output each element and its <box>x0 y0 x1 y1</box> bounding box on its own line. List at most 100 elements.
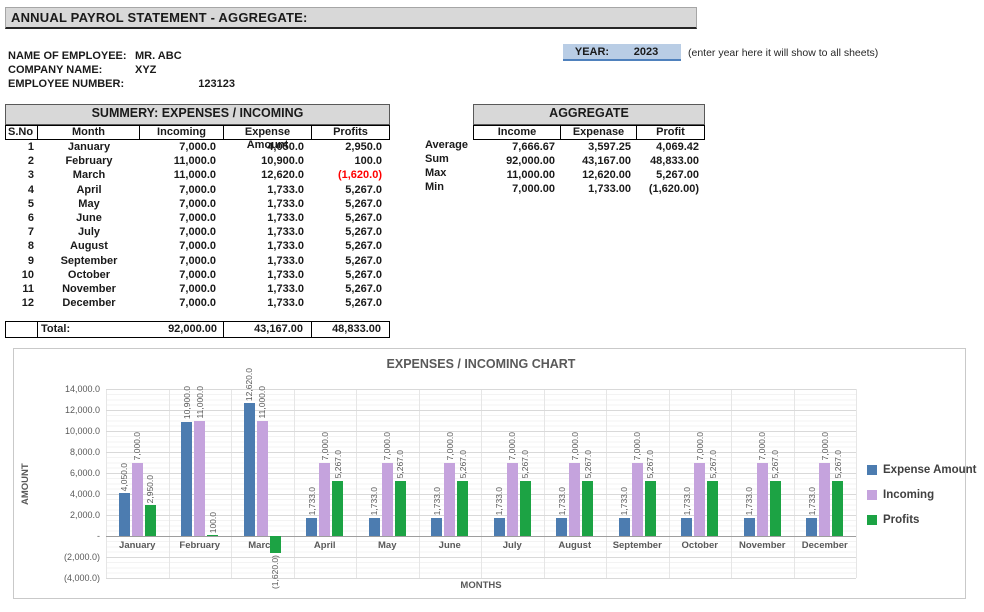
cell-income[interactable]: 7,666.67 <box>512 141 555 153</box>
chart-bar <box>819 462 831 536</box>
cell-month[interactable]: January <box>67 141 111 153</box>
chart-bar <box>756 462 768 536</box>
category-separator-line <box>294 389 295 578</box>
cell-expense[interactable]: 12,620.00 <box>582 169 631 181</box>
cell-expense[interactable]: 1,733.0 <box>267 197 304 210</box>
cell-month[interactable]: February <box>65 155 113 168</box>
cell-expense[interactable]: 10,900.0 <box>261 155 304 168</box>
total-empty-cell[interactable] <box>5 321 38 338</box>
cell-profits[interactable]: 5,267.0 <box>345 297 382 310</box>
cell-month[interactable]: June <box>76 211 102 224</box>
cell-sno[interactable]: 7 <box>27 226 34 239</box>
cell-profits[interactable]: 5,267.0 <box>345 254 382 267</box>
cell-expense[interactable]: 1,733.0 <box>267 282 304 295</box>
cell-incoming[interactable]: 7,000.0 <box>179 297 216 310</box>
cell-profits[interactable]: 100.0 <box>354 155 382 168</box>
cell-profits[interactable]: 5,267.0 <box>345 268 382 281</box>
cell-incoming[interactable]: 7,000.0 <box>179 240 216 253</box>
total-profits[interactable]: 48,833.00 <box>312 321 390 338</box>
aggregate-row-label: Average <box>425 139 469 151</box>
total-label-cell[interactable]: Total: 92,000.00 <box>38 321 224 338</box>
cell-sno[interactable]: 2 <box>27 155 34 168</box>
cell-profit[interactable]: 48,833.00 <box>650 155 699 167</box>
summary-table-body: 1 January 7,000.0 4,050.0 2,950.0 2 February 11… <box>5 140 390 310</box>
cell-sno[interactable]: 4 <box>27 183 34 196</box>
cell-sno[interactable]: 12 <box>21 297 34 310</box>
bar-data-label: 7,000.0 <box>319 432 330 461</box>
cell-expense[interactable]: 4,050.0 <box>267 141 304 153</box>
company-name-value[interactable]: XYZ <box>135 64 157 76</box>
cell-profits[interactable]: 5,267.0 <box>345 240 382 253</box>
cell-income[interactable]: 92,000.00 <box>506 155 555 167</box>
year-input-cell[interactable]: YEAR: 2023 <box>563 44 681 61</box>
cell-sno[interactable]: 1 <box>27 141 34 153</box>
cell-incoming[interactable]: 7,000.0 <box>179 254 216 267</box>
total-expense[interactable]: 43,167.00 <box>224 321 312 338</box>
cell-month[interactable]: July <box>77 226 100 239</box>
cell-expense[interactable]: 43,167.00 <box>582 155 631 167</box>
chart-bar <box>256 420 268 536</box>
cell-profits[interactable]: 5,267.0 <box>345 211 382 224</box>
cell-profits[interactable]: 5,267.0 <box>345 226 382 239</box>
bar-data-label: 7,000.0 <box>757 432 768 461</box>
cell-incoming[interactable]: 11,000.0 <box>173 155 216 168</box>
cell-sno[interactable]: 8 <box>27 240 34 253</box>
cell-month[interactable]: May <box>78 197 100 210</box>
col-header-sno: S.No <box>5 125 38 140</box>
cell-profits[interactable]: 2,950.0 <box>345 141 382 153</box>
employee-name-value[interactable]: MR. ABC <box>135 50 182 62</box>
cell-income[interactable]: 11,000.00 <box>506 169 555 181</box>
cell-profits[interactable]: 5,267.0 <box>345 282 382 295</box>
cell-incoming[interactable]: 7,000.0 <box>179 226 216 239</box>
cell-expense[interactable]: 1,733.0 <box>267 297 304 310</box>
category-separator-line <box>106 389 107 578</box>
cell-expense[interactable]: 3,597.25 <box>588 141 631 153</box>
cell-month[interactable]: December <box>62 297 116 310</box>
major-gridline <box>106 536 856 537</box>
cell-sno[interactable]: 5 <box>27 197 34 210</box>
aggregate-table-title: AGGREGATE <box>473 104 705 125</box>
cell-expense[interactable]: 1,733.0 <box>267 268 304 281</box>
cell-profits[interactable]: 5,267.0 <box>345 183 382 196</box>
cell-profits[interactable]: 5,267.0 <box>345 197 382 210</box>
cell-profit[interactable]: (1,620.00) <box>648 183 699 195</box>
cell-sno[interactable]: 3 <box>27 169 34 182</box>
legend-item[interactable]: Expense Amount <box>867 464 977 476</box>
cell-expense[interactable]: 1,733.0 <box>267 240 304 253</box>
cell-incoming[interactable]: 7,000.0 <box>179 197 216 210</box>
cell-profit[interactable]: 5,267.00 <box>656 169 699 181</box>
cell-expense[interactable]: 1,733.0 <box>267 254 304 267</box>
x-axis-category-label: January <box>119 540 156 551</box>
cell-incoming[interactable]: 7,000.0 <box>179 211 216 224</box>
cell-expense[interactable]: 1,733.0 <box>267 226 304 239</box>
cell-incoming[interactable]: 7,000.0 <box>179 183 216 196</box>
cell-expense[interactable]: 1,733.0 <box>267 183 304 196</box>
cell-incoming[interactable]: 11,000.0 <box>173 169 216 182</box>
cell-month[interactable]: September <box>60 254 118 267</box>
cell-profit[interactable]: 4,069.42 <box>656 141 699 153</box>
y-axis-tick-label: (4,000.0) <box>63 573 100 583</box>
cell-expense[interactable]: 12,620.0 <box>261 169 304 182</box>
cell-sno[interactable]: 9 <box>27 254 34 267</box>
cell-incoming[interactable]: 7,000.0 <box>179 268 216 281</box>
cell-expense[interactable]: 1,733.00 <box>588 183 631 195</box>
employee-number-value[interactable]: 123123 <box>198 78 235 90</box>
cell-incoming[interactable]: 7,000.0 <box>179 141 216 153</box>
legend-item[interactable]: Profits <box>867 514 919 526</box>
cell-income[interactable]: 7,000.00 <box>512 183 555 195</box>
cell-incoming[interactable]: 7,000.0 <box>179 282 216 295</box>
cell-month[interactable]: April <box>76 183 102 196</box>
expenses-incoming-chart[interactable]: EXPENSES / INCOMING CHART AMOUNT January… <box>13 348 977 599</box>
chart-bar <box>118 493 130 536</box>
cell-sno[interactable]: 6 <box>27 211 34 224</box>
cell-month[interactable]: November <box>62 282 116 295</box>
cell-month[interactable]: March <box>72 169 106 182</box>
cell-profits[interactable]: (1,620.0) <box>337 169 382 182</box>
legend-item[interactable]: Incoming <box>867 489 934 501</box>
cell-expense[interactable]: 1,733.0 <box>267 211 304 224</box>
cell-month[interactable]: October <box>67 268 111 281</box>
year-value[interactable]: 2023 <box>633 46 659 58</box>
cell-sno[interactable]: 10 <box>21 268 34 281</box>
cell-month[interactable]: August <box>70 240 108 253</box>
cell-sno[interactable]: 11 <box>22 282 34 295</box>
